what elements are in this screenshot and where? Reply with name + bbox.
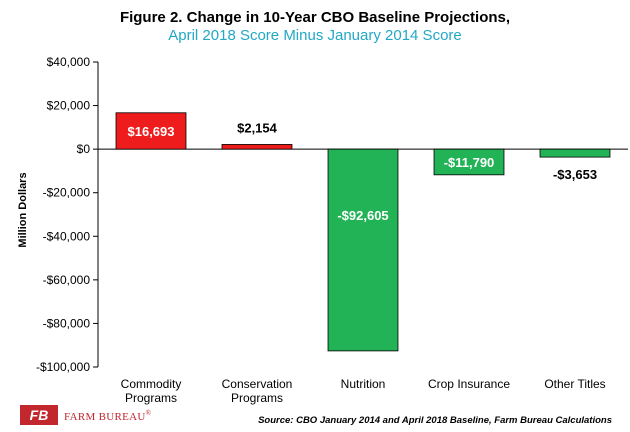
category-label-line: Programs bbox=[125, 391, 177, 405]
y-tick-label: $20,000 bbox=[47, 99, 91, 113]
category-label: Crop Insurance bbox=[428, 377, 510, 391]
y-tick-label: -$80,000 bbox=[43, 316, 91, 330]
data-label: $2,154 bbox=[237, 120, 278, 135]
category-label: Other Titles bbox=[544, 377, 605, 391]
logo-mark bbox=[20, 405, 58, 425]
data-label: $16,693 bbox=[128, 124, 175, 139]
y-tick-label: -$60,000 bbox=[43, 273, 91, 287]
category-label-line: Commodity bbox=[121, 377, 182, 391]
category-label-line: Nutrition bbox=[341, 377, 386, 391]
category-label: Commodity Programs bbox=[121, 377, 182, 405]
category-label-line: Other Titles bbox=[544, 377, 605, 391]
brand-name-text: FARM BUREAU bbox=[64, 411, 146, 423]
bar bbox=[221, 144, 293, 150]
bars: $16,693 $2,154 -$92,605 -$11,790 -$3,653 bbox=[115, 112, 611, 352]
y-tick-label: -$40,000 bbox=[43, 229, 91, 243]
category-label: Conservation Programs bbox=[222, 377, 293, 405]
y-tick-label: -$100,000 bbox=[36, 360, 90, 374]
y-tick-label: $40,000 bbox=[47, 55, 91, 69]
bar bbox=[539, 148, 611, 158]
data-label: -$92,605 bbox=[337, 208, 388, 223]
data-label: -$11,790 bbox=[444, 155, 495, 170]
chart-title: Figure 2. Change in 10-Year CBO Baseline… bbox=[120, 9, 510, 26]
logo-letters: FB bbox=[30, 407, 49, 423]
brand-name: FARM BUREAU® bbox=[64, 409, 152, 423]
bar bbox=[433, 148, 505, 176]
bar bbox=[327, 148, 399, 352]
bar bbox=[115, 112, 187, 150]
data-label: -$3,653 bbox=[553, 167, 597, 182]
y-axis-label: Million Dollars bbox=[17, 172, 29, 247]
y-tick-label: $0 bbox=[77, 142, 91, 156]
chart-subtitle: April 2018 Score Minus January 2014 Scor… bbox=[168, 27, 462, 44]
category-label-line: Conservation bbox=[222, 377, 293, 391]
farm-bureau-logo: FB FARM BUREAU® bbox=[20, 405, 152, 425]
category-label-line: Crop Insurance bbox=[428, 377, 510, 391]
source-note: Source: CBO January 2014 and April 2018 … bbox=[258, 415, 612, 426]
brand-mark: ® bbox=[146, 409, 152, 417]
category-label-line: Programs bbox=[231, 391, 283, 405]
category-label: Nutrition bbox=[341, 377, 386, 391]
y-axis-ticks: $40,000 $20,000 $0 -$20,000 -$40,000 -$60,000… bbox=[36, 55, 98, 374]
y-tick-label: -$20,000 bbox=[43, 186, 91, 200]
